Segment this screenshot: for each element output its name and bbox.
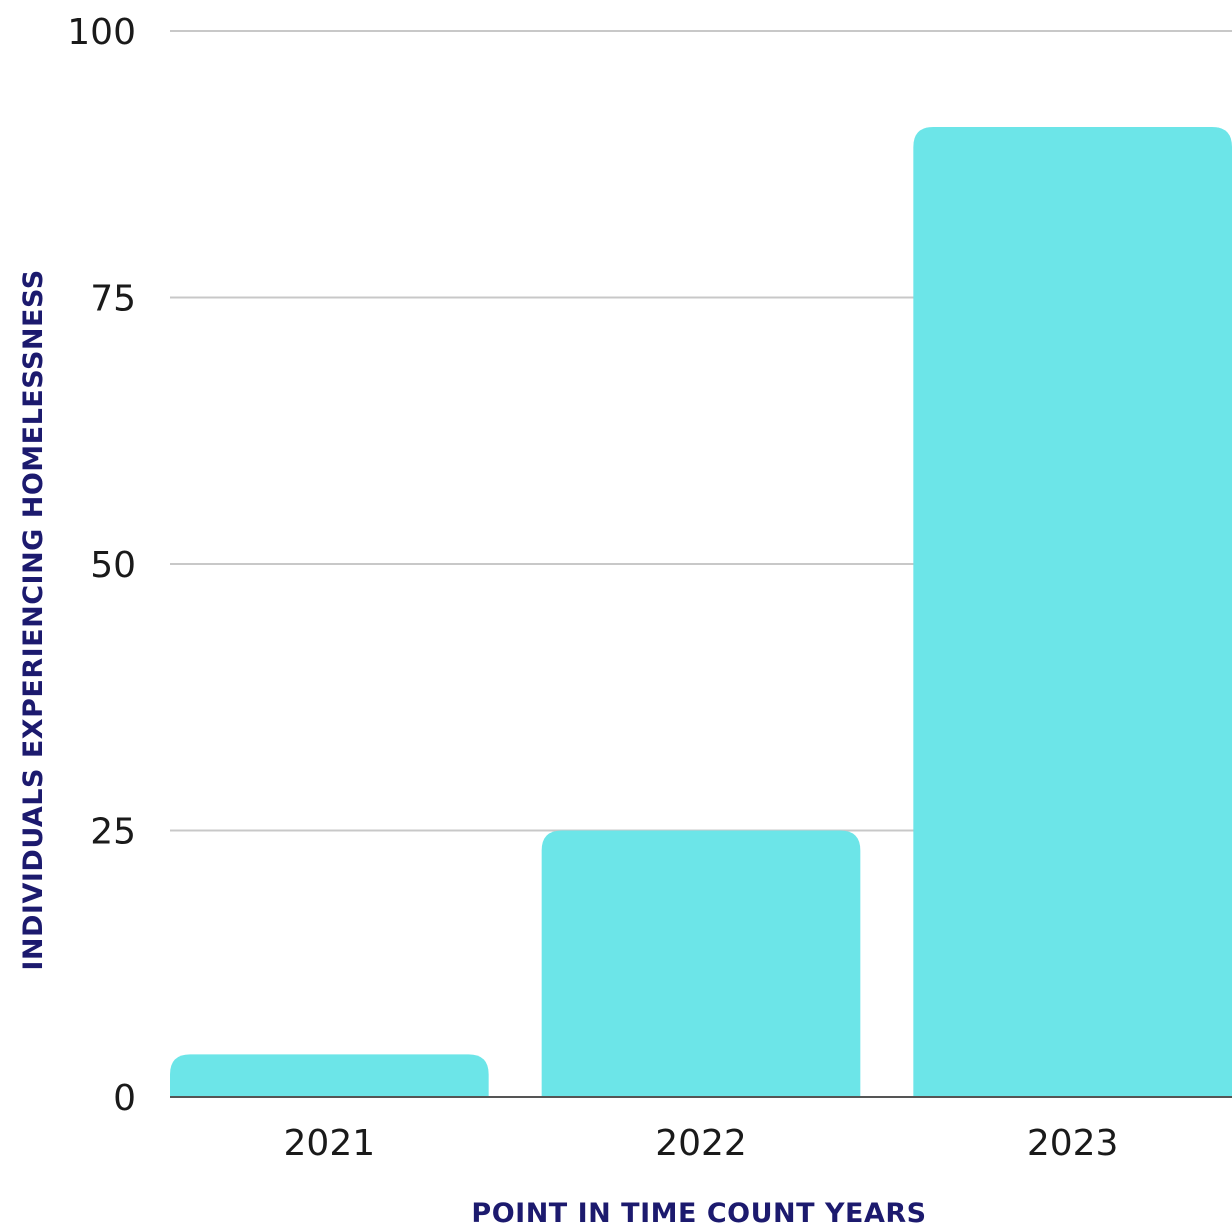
bars — [170, 126, 1232, 1097]
x-tick-label: 2023 — [1027, 1123, 1119, 1164]
bar-2022 — [541, 830, 861, 1097]
x-tick-label: 2021 — [284, 1123, 376, 1164]
y-axis-title: INDIVIDUALS EXPERIENCING HOMELESSNESS — [18, 269, 49, 970]
y-tick-label: 0 — [113, 1078, 136, 1119]
y-tick-label: 50 — [90, 545, 136, 586]
x-tick-label: 2022 — [655, 1123, 747, 1164]
bar-2021 — [170, 1054, 489, 1097]
y-tick-label: 25 — [90, 812, 136, 853]
bar-2023 — [913, 126, 1232, 1097]
y-axis-tick-labels: 0 25 50 75 100 — [67, 12, 136, 1119]
x-axis-tick-labels: 2021 2022 2023 — [284, 1123, 1119, 1164]
x-axis-title: POINT IN TIME COUNT YEARS — [471, 1198, 926, 1226]
y-tick-label: 100 — [67, 12, 136, 53]
y-tick-label: 75 — [90, 279, 136, 320]
